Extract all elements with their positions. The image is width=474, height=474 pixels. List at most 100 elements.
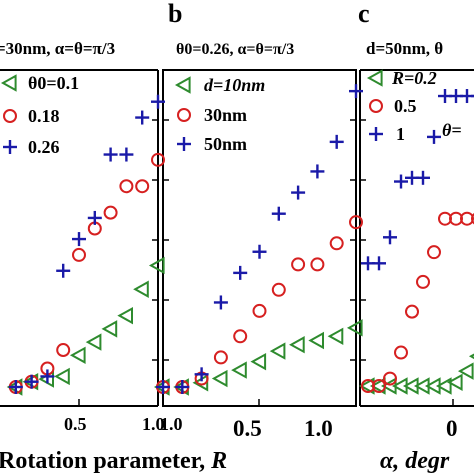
legend-label-c-0: R=0.2 [391,68,437,88]
legend-marker-a-2 [3,140,17,154]
legend-label-b-0: d=10nm [204,75,265,95]
point-c-s0-9 [457,362,474,380]
legend-marker-c-0 [366,69,383,87]
point-a-s2-7 [119,147,134,162]
point-a-s1-7 [119,179,134,194]
point-a-s2-1 [24,374,39,389]
point-b-s0-5 [250,352,267,371]
point-b-s1-3 [213,350,228,365]
point-a-s2-9 [151,94,165,109]
point-c-s1-6 [427,245,441,260]
point-a-s1-9 [151,152,165,167]
point-b-s0-3 [211,369,228,388]
point-b-s1-6 [271,282,286,297]
point-c-s1-10 [471,212,474,225]
point-a-s1-8 [135,179,150,194]
point-a-s1-4 [72,247,86,262]
point-a-s0-4 [69,346,86,364]
legend-label-c-2: 1 [396,124,405,144]
legend-marker-b-0 [174,76,191,94]
panel-b-title: θ0=0.26, α=θ=π/3 [176,41,294,58]
legend-label-b-1: 30nm [204,105,247,125]
point-b-s0-4 [231,361,247,379]
point-b-s0-6 [269,342,286,360]
point-a-s0-3 [54,367,70,386]
legend-label-a-0: θ0=0.1 [28,73,79,93]
point-c-s2-6 [427,129,441,144]
panel-c-marks [358,89,474,395]
point-a-s2-5 [87,210,102,225]
point-c-s1-4 [405,304,419,319]
panel-b-left-label: 1.0 [160,414,183,434]
legend-panel-b: d=10nm 30nm 50nm [174,75,265,154]
point-c-s2-3 [394,174,408,189]
point-a-s2-6 [103,147,118,162]
panel-letter-c: c [358,0,370,28]
point-c-s1-1 [372,379,386,393]
point-b-s1-4 [233,329,248,344]
point-a-s2-4 [72,232,86,247]
point-a-s2-8 [135,110,150,125]
legend-panel-c: R=0.2 0.5 1 [366,68,437,144]
point-b-s2-1 [175,380,190,394]
panel-b-xtick-0: 0.5 [233,416,262,441]
point-b-s2-3 [213,295,228,310]
legend-panel-a: θ0=0.1 0.18 0.26 [0,73,79,157]
point-b-s0-8 [308,331,324,350]
point-c-s1-2 [383,371,397,386]
point-a-s0-7 [117,306,133,325]
panel-a-xtick-1: 1.0 [142,414,165,434]
point-b-s2-7 [291,185,306,200]
point-b-s0-7 [289,336,305,354]
point-b-s1-8 [310,257,325,272]
panel-c-xlabel: α, degr [380,448,450,474]
legend-marker-a-0 [0,74,17,92]
point-a-s0-5 [85,333,102,351]
point-b-s0-10 [346,319,363,337]
point-b-s2-2 [194,367,209,382]
legend-marker-a-1 [3,109,17,123]
point-b-s2-4 [233,265,248,280]
legend-label-b-2: 50nm [204,134,247,154]
tick-marks [78,119,454,406]
point-a-s2-3 [56,263,71,278]
legend-marker-b-2 [177,137,191,151]
panel-a-xlabel: Rotation parameter, R [0,448,227,474]
panel-a-xtick-0: 0.5 [64,414,87,434]
point-b-s1-7 [291,257,306,272]
point-b-s1-10 [349,215,363,230]
legend-marker-c-2 [369,127,383,141]
point-c-s2-5 [416,170,430,185]
point-c-s2-10 [471,94,474,98]
point-b-s2-0 [156,380,170,394]
point-c-s0-7 [435,377,452,395]
legend-marker-c-1 [369,99,383,113]
point-a-s2-2 [40,369,55,384]
point-c-s2-2 [383,230,397,245]
legend-marker-b-1 [177,108,191,122]
panel-b-marks [153,84,363,396]
point-b-s2-10 [349,84,363,99]
panel-letter-b: b [168,0,182,28]
point-b-s2-9 [329,134,344,149]
legend-label-a-2: 0.26 [28,137,60,157]
panel-b-xtick-1: 1.0 [304,416,333,441]
panel-a-xlabel-italic: R [210,448,227,474]
panel-c-xtick-0: 0 [446,416,458,441]
point-c-s1-3 [394,345,408,360]
legend-label-c-1: 0.5 [394,96,417,116]
point-b-s2-8 [310,164,325,179]
panel-a-title: =30nm, α=θ=π/3 [0,39,115,58]
point-b-s2-5 [252,244,267,259]
point-c-s2-1 [372,256,386,271]
panel-b-frame [162,69,357,407]
point-a-s1-3 [56,343,71,358]
point-b-s0-9 [327,327,344,345]
panel-c-title: d=50nm, θ [366,39,443,58]
panel-a-marks [6,94,165,396]
legend-label-a-1: 0.18 [28,106,60,126]
panel-c-frame [359,69,474,407]
point-a-s0-8 [133,280,149,298]
point-b-s2-6 [271,206,286,221]
